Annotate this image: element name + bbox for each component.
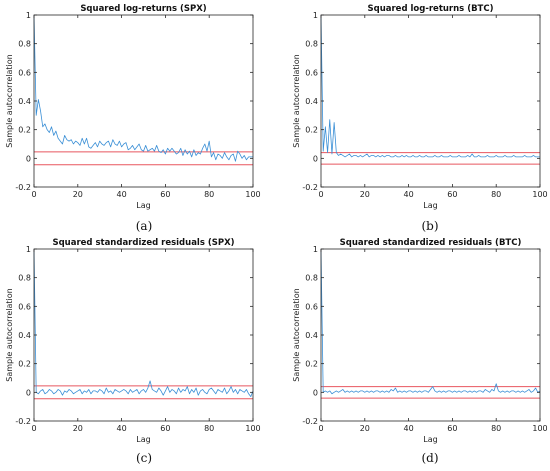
chart-title: Squared log-returns (BTC) — [368, 4, 494, 14]
y-tick-label: 0.6 — [305, 302, 318, 311]
axes-box — [320, 248, 541, 422]
y-tick-label: 1 — [313, 245, 318, 254]
y-tick-label: 0.8 — [305, 274, 318, 283]
acf-series-line — [320, 14, 540, 158]
y-axis-label: Sample autocorrelation — [292, 54, 301, 147]
y-tick-label: 0 — [26, 388, 31, 397]
y-tick-label: 0.6 — [18, 68, 31, 77]
x-tick-label: 40 — [117, 424, 127, 433]
x-tick-label: 0 — [318, 424, 323, 433]
x-tick-label: 100 — [532, 190, 547, 199]
x-tick-label: 20 — [360, 424, 370, 433]
y-axis-label: Sample autocorrelation — [5, 288, 14, 381]
y-tick-label: 0.4 — [18, 331, 31, 340]
x-tick-label: 60 — [160, 190, 170, 199]
axes-box — [33, 248, 254, 422]
x-tick-label: 80 — [204, 424, 214, 433]
y-tick-label: -0.2 — [302, 417, 318, 426]
panel-caption-b: (b) — [421, 219, 439, 233]
y-tick-label: 0.8 — [18, 40, 31, 49]
x-tick-label: 80 — [491, 190, 501, 199]
y-tick-label: 0.2 — [18, 360, 31, 369]
x-tick-label: 80 — [204, 190, 214, 199]
x-tick-label: 20 — [73, 424, 83, 433]
panel-caption-a: (a) — [135, 219, 153, 233]
x-tick-label: 20 — [360, 190, 370, 199]
y-tick-label: 0.8 — [305, 40, 318, 49]
y-tick-label: -0.2 — [15, 417, 31, 426]
panel-caption-d: (d) — [421, 451, 439, 465]
y-tick-label: 0 — [313, 154, 318, 163]
y-tick-label: 0.4 — [305, 331, 318, 340]
y-tick-label: 1 — [313, 11, 318, 20]
x-tick-label: 40 — [404, 424, 414, 433]
x-axis-label: Lag — [136, 435, 150, 444]
x-tick-label: 0 — [318, 190, 323, 199]
chart-title: Squared log-returns (SPX) — [80, 4, 206, 14]
x-tick-label: 80 — [491, 424, 501, 433]
y-tick-label: 0.4 — [305, 97, 318, 106]
y-tick-label: 0.6 — [18, 302, 31, 311]
y-tick-label: 0.2 — [18, 126, 31, 135]
y-tick-label: 0 — [313, 388, 318, 397]
x-tick-label: 20 — [73, 190, 83, 199]
panel-caption-c: (c) — [135, 451, 153, 465]
y-tick-label: 0.4 — [18, 97, 31, 106]
y-axis-label: Sample autocorrelation — [292, 288, 301, 381]
y-tick-label: 0.8 — [18, 274, 31, 283]
axes-box — [33, 14, 254, 188]
y-tick-label: 0.2 — [305, 360, 318, 369]
x-axis-label: Lag — [423, 201, 437, 210]
x-tick-label: 40 — [117, 190, 127, 199]
acf-series-line — [33, 14, 253, 162]
y-tick-label: 0.6 — [305, 68, 318, 77]
acf-series-line — [320, 248, 541, 395]
x-tick-label: 40 — [404, 190, 414, 199]
x-axis-label: Lag — [423, 435, 437, 444]
chart-title: Squared standardized residuals (BTC) — [340, 238, 522, 248]
x-tick-label: 100 — [245, 424, 260, 433]
x-axis-label: Lag — [136, 201, 150, 210]
x-tick-label: 0 — [31, 190, 36, 199]
chart-title: Squared standardized residuals (SPX) — [52, 238, 234, 248]
y-axis-label: Sample autocorrelation — [5, 54, 14, 147]
y-tick-label: 1 — [26, 245, 31, 254]
x-tick-label: 60 — [160, 424, 170, 433]
x-tick-label: 100 — [532, 424, 547, 433]
x-tick-label: 60 — [447, 190, 457, 199]
x-tick-label: 100 — [245, 190, 260, 199]
x-tick-label: 60 — [447, 424, 457, 433]
y-tick-label: -0.2 — [302, 183, 318, 192]
axes-box — [320, 14, 541, 188]
y-tick-label: 0.2 — [305, 126, 318, 135]
y-tick-label: -0.2 — [15, 183, 31, 192]
y-tick-label: 0 — [26, 154, 31, 163]
acf-series-line — [33, 248, 254, 398]
x-tick-label: 0 — [31, 424, 36, 433]
y-tick-label: 1 — [26, 11, 31, 20]
